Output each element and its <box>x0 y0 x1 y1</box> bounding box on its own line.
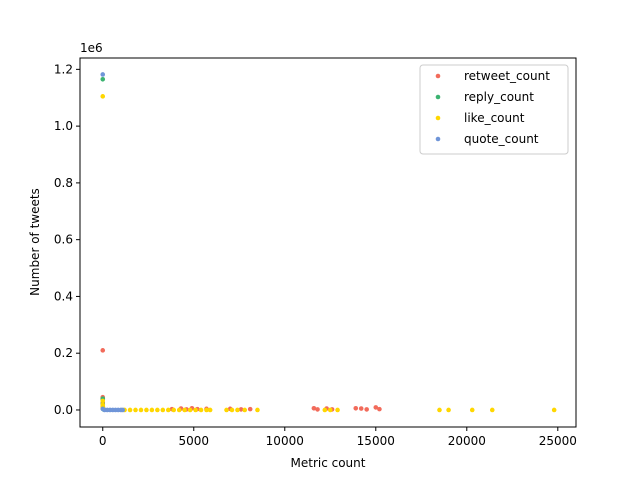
like-count-point <box>446 407 451 413</box>
legend-label-reply-count: reply_count <box>464 90 534 104</box>
legend-label-quote-count: quote_count <box>464 132 539 146</box>
x-tick-label: 5000 <box>178 434 209 448</box>
x-tick-label: 25000 <box>539 434 577 448</box>
plot-area-frame <box>79 57 577 428</box>
like-count-point <box>437 407 442 413</box>
y-tick-label: 1.2 <box>54 62 73 76</box>
like-count-point <box>489 407 495 413</box>
like-count-point <box>469 407 475 413</box>
like-count-point <box>204 407 209 413</box>
legend-marker-retweet-count <box>435 73 441 79</box>
like-count-point <box>198 407 204 413</box>
x-axis-ticks: 0 5000 10000 15000 20000 25000 <box>99 427 577 448</box>
like-count-point <box>255 407 260 413</box>
plot-marks <box>100 72 557 413</box>
like-count-point <box>207 407 213 413</box>
legend-marker-like-count <box>435 115 441 121</box>
like-count-point <box>242 407 248 413</box>
y-tick-label: 0.8 <box>54 176 73 190</box>
y-offset-label: 1e6 <box>80 41 103 55</box>
quote-count-point <box>100 72 106 77</box>
reply-count-point <box>100 76 106 82</box>
y-tick-label: 0.0 <box>54 403 73 417</box>
quote-count-point <box>120 407 126 413</box>
like-count-point <box>187 407 193 413</box>
legend-label-like-count: like_count <box>464 111 525 125</box>
retweet-count-point <box>364 407 369 412</box>
like-count-point <box>144 407 149 413</box>
like-count-point <box>224 407 229 413</box>
like-count-point <box>155 407 160 413</box>
retweet-count-point <box>353 405 359 411</box>
like-count-point <box>149 407 155 413</box>
retweet-count-point <box>315 407 320 412</box>
y-tick-label: 0.2 <box>54 346 73 360</box>
retweet-count-point <box>100 348 106 353</box>
x-tick-label: 0 <box>99 434 107 448</box>
y-tick-label: 0.4 <box>54 289 73 303</box>
legend-box <box>419 64 569 155</box>
retweet-count-point <box>247 406 253 412</box>
x-tick-label: 15000 <box>357 434 395 448</box>
y-axis-label: Number of tweets <box>28 188 42 296</box>
retweet-count-point <box>358 406 364 411</box>
like-count-point <box>235 407 240 413</box>
x-tick-label: 20000 <box>448 434 486 448</box>
retweet-count-point <box>238 407 244 412</box>
like-count-point <box>100 398 106 404</box>
like-count-point <box>335 407 340 413</box>
like-count-point <box>322 407 328 413</box>
y-axis-ticks: 0.0 0.2 0.4 0.6 0.8 1.0 1.2 <box>54 62 80 417</box>
like-count-point <box>182 407 187 413</box>
y-tick-label: 1.0 <box>54 119 73 133</box>
like-count-point <box>327 407 333 413</box>
retweet-count-point <box>311 405 317 411</box>
y-tick-label: 0.6 <box>54 233 73 247</box>
like-count-point <box>165 407 171 413</box>
retweet-count-point <box>377 406 382 412</box>
legend: retweet_count reply_count like_count quote_… <box>419 64 569 155</box>
like-count-point <box>176 407 182 413</box>
legend-marker-reply-count <box>435 94 441 100</box>
like-count-point <box>100 94 106 99</box>
legend-label-retweet-count: retweet_count <box>464 69 550 83</box>
like-count-point <box>171 407 177 413</box>
like-count-point <box>229 407 235 413</box>
legend-marker-quote-count <box>435 136 441 142</box>
like-count-point <box>127 407 133 413</box>
like-count-point <box>138 407 144 413</box>
retweet-count-point <box>373 405 379 410</box>
like-count-point <box>193 407 198 413</box>
like-count-point <box>133 407 138 413</box>
x-tick-label: 10000 <box>266 434 304 448</box>
like-count-point <box>551 407 557 413</box>
like-count-point <box>160 407 166 413</box>
x-axis-label: Metric count <box>291 456 366 470</box>
